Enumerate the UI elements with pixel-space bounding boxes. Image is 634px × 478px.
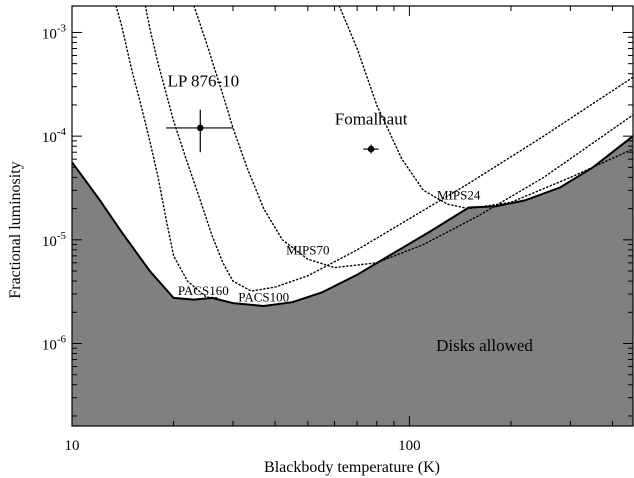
point-fomalhaut [363, 144, 379, 154]
y-axis-title: Fractional luminosity [7, 161, 24, 298]
curve-mips24 [338, 6, 633, 210]
curve-pacs100 [144, 6, 633, 292]
point-label-fomalhaut: Fomalhaut [335, 109, 408, 128]
point-marker [367, 145, 375, 153]
curve-label-pacs160: PACS160 [178, 283, 229, 298]
point-label-lp-876-10: LP 876-10 [167, 72, 239, 91]
point-lp-876-10 [166, 109, 233, 153]
region-label: Disks allowed [436, 336, 533, 355]
curve-label-mips24: MIPS24 [437, 187, 481, 202]
x-tick-label: 100 [398, 438, 421, 454]
y-tick-label: 10-4 [42, 126, 67, 146]
x-axis-title: Blackbody temperature (K) [264, 459, 440, 476]
curve-label-pacs100: PACS100 [238, 289, 289, 304]
curve-label-mips70: MIPS70 [286, 243, 329, 258]
curve-mips70 [193, 6, 633, 269]
y-tick-label: 10-6 [42, 333, 67, 353]
axes-layer: 10 100 10-6 10-5 10-4 10-3 [42, 5, 634, 454]
y-tick-label: 10-5 [42, 230, 67, 250]
points-layer [166, 109, 379, 154]
series-layer [115, 6, 633, 299]
plot-frame [71, 5, 634, 427]
curve-pacs160 [115, 6, 219, 299]
point-marker [196, 124, 204, 132]
y-tick-label: 10-3 [42, 22, 67, 42]
x-tick-label: 10 [65, 438, 80, 454]
labels-layer: PACS160 PACS100 MIPS70 MIPS24 LP 876-10 Fomal… [167, 72, 533, 355]
region-boundary-line [72, 135, 633, 308]
region-fill [72, 136, 633, 426]
region-layer [72, 135, 633, 426]
